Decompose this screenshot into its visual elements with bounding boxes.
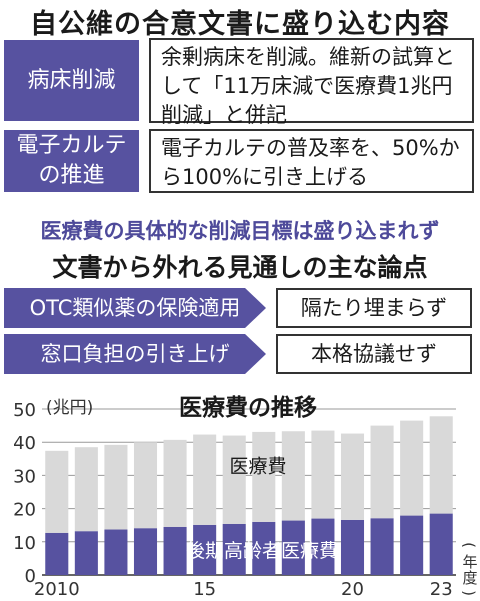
bar-elderly [45,532,69,575]
bar-elderly [252,521,276,575]
bar-elderly [281,520,305,575]
bar-elderly [311,518,335,575]
point-label-copay: 窓口負担の引き上げ [4,334,266,374]
main-title: 自公維の合意文書に盛り込む内容 [30,9,450,40]
bar-medical-total [222,435,246,524]
x-axis-unit-char: ( [460,542,478,548]
x-tick-label: 23 [430,579,453,600]
bar-elderly [340,519,365,575]
bar-medical-total [311,430,335,519]
bar-medical-total [74,447,98,532]
bar-medical-total [429,416,453,514]
bar-elderly [104,529,128,575]
y-tick-label: 40 [13,433,36,454]
series-label-medical: 医療費 [229,455,286,477]
bar-elderly [222,523,246,575]
point-label-otc: OTC類似薬の保険適用 [4,288,266,328]
y-tick-label: 10 [13,533,36,554]
x-axis-unit-char: 年 [462,553,477,571]
item-label-electronic-records: 電子カルテの推進 [4,130,139,192]
bar-medical-total [370,425,394,519]
bar-elderly [429,513,453,575]
bar-medical-total [104,444,128,530]
item-text-bed-reduction: 余剰病床を削減。維新の試算として「11万床減で医療費1兆円削減」と併記 [149,38,474,127]
bar-elderly [370,518,394,575]
y-axis-unit: (兆円) [46,398,93,418]
bar-elderly [400,515,424,575]
x-axis-unit-char: 度 [462,569,477,587]
y-tick-label: 20 [13,500,36,521]
points-title: 文書から外れる見通しの主な論点 [52,253,428,282]
bar-medical-total [281,431,305,521]
bar-elderly [133,528,158,575]
item-label-bed-reduction: 病床削減 [4,40,139,121]
bar-medical-total [252,431,276,522]
point-status-copay: 本格協議せず [276,334,472,374]
bar-medical-total [45,450,69,533]
x-axis-unit-char: ) [460,590,478,596]
x-tick-label: 2010 [34,579,80,600]
bar-medical-total [133,442,158,529]
medical-cost-chart: 0 10 20 30 40 50 2010 15 20 23 医療費の推移 (兆円) 医療費後期高齢者医… [13,394,478,600]
note-reduction-target: 医療費の具体的な削減目標は盛り込まれず [40,219,440,243]
bar-medical-total [340,433,365,520]
bar-medical-total [163,439,187,527]
series-label-elderly: 後期高齢者医療費 [186,540,338,562]
y-tick-label: 50 [13,400,36,421]
bar-elderly [193,524,217,575]
bar-elderly [74,531,98,575]
bar-elderly [163,526,187,575]
y-tick-label: 0 [25,566,36,587]
chart-title: 医療費の推移 [179,394,317,421]
y-tick-label: 30 [13,466,36,487]
bar-medical-total [193,434,217,525]
x-tick-label: 20 [341,579,364,600]
item-text-electronic-records: 電子カルテの普及率を、50%から100%に引き上げる [149,129,474,193]
x-tick-label: 15 [193,579,216,600]
bar-medical-total [400,420,424,516]
point-status-otc: 隔たり埋まらず [276,288,472,328]
